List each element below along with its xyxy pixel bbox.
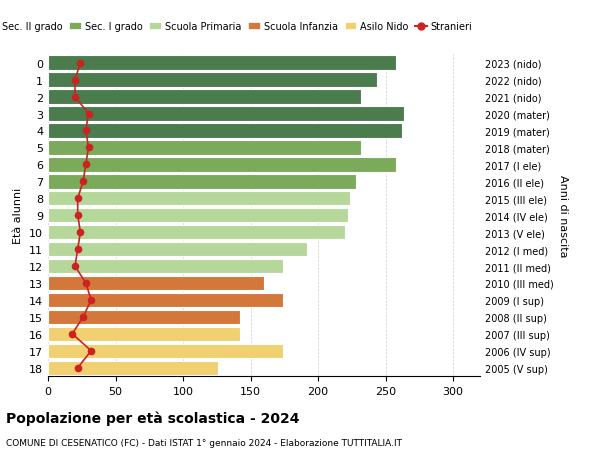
Bar: [48, 242, 307, 257]
Bar: [48, 141, 361, 155]
Text: Popolazione per età scolastica - 2024: Popolazione per età scolastica - 2024: [6, 411, 299, 425]
Y-axis label: Età alunni: Età alunni: [13, 188, 23, 244]
Bar: [48, 361, 218, 375]
Bar: [48, 124, 402, 138]
Bar: [48, 276, 264, 291]
Bar: [48, 56, 397, 71]
Bar: [48, 158, 397, 172]
Bar: [48, 73, 377, 88]
Bar: [48, 175, 356, 189]
Bar: [48, 107, 404, 122]
Bar: [48, 327, 240, 341]
Bar: [48, 259, 283, 274]
Bar: [48, 293, 283, 308]
Bar: [48, 90, 361, 105]
Y-axis label: Anni di nascita: Anni di nascita: [557, 174, 568, 257]
Bar: [48, 208, 348, 223]
Bar: [48, 225, 345, 240]
Legend: Sec. II grado, Sec. I grado, Scuola Primaria, Scuola Infanzia, Asilo Nido, Stran: Sec. II grado, Sec. I grado, Scuola Prim…: [0, 18, 476, 36]
Bar: [48, 191, 350, 206]
Bar: [48, 310, 240, 325]
Text: COMUNE DI CESENATICO (FC) - Dati ISTAT 1° gennaio 2024 - Elaborazione TUTTITALIA: COMUNE DI CESENATICO (FC) - Dati ISTAT 1…: [6, 438, 402, 448]
Bar: [48, 344, 283, 358]
